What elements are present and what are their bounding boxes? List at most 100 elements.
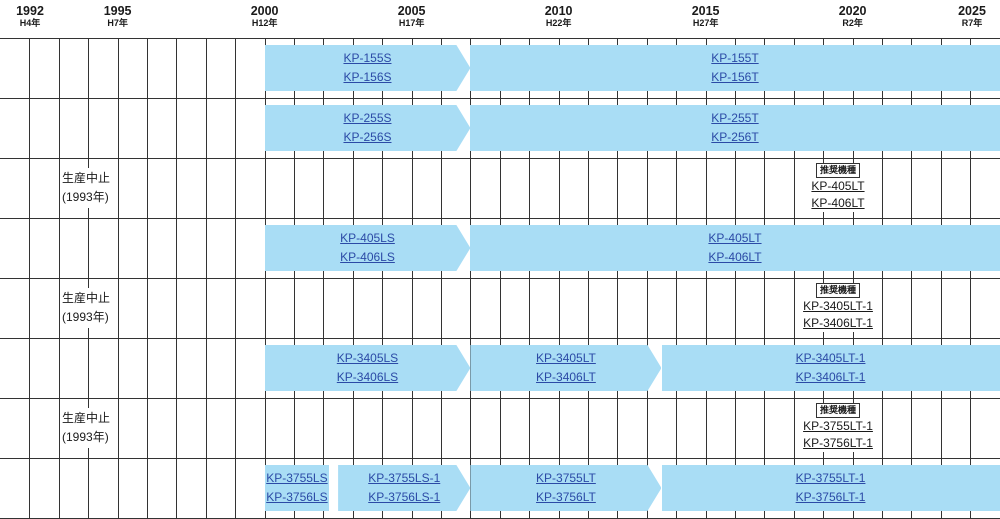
timeline-row: KP-255S KP-256S KP-255T KP-256T: [0, 98, 1000, 158]
product-period-bar: KP-3405LS KP-3406LS: [265, 345, 471, 391]
row-separator: [0, 98, 1000, 99]
product-period-bar: KP-255T KP-256T: [470, 105, 1000, 151]
discontinued-note: 生産中止 (1993年): [60, 288, 113, 328]
row-separator: [0, 398, 1000, 399]
year-label: 2025: [958, 4, 986, 18]
era-label: H4年: [19, 18, 41, 28]
model-link[interactable]: KP-3755LS-1: [368, 471, 441, 485]
model-link[interactable]: KP-3756LS: [266, 490, 328, 504]
timeline-row: KP-405LS KP-406LS KP-405LT KP-406LT: [0, 218, 1000, 278]
model-link[interactable]: KP-255T: [711, 111, 759, 125]
model-link[interactable]: KP-256S: [343, 130, 392, 144]
product-period-bar: KP-155S KP-156S: [265, 45, 471, 91]
era-label: H27年: [692, 18, 719, 28]
year-header: 1992 H4年: [0, 4, 60, 29]
discontinued-text: 生産中止: [62, 411, 111, 425]
model-link[interactable]: KP-405LS: [340, 231, 395, 245]
year-label: 1992: [16, 4, 44, 18]
model-link[interactable]: KP-3406LT: [536, 370, 596, 384]
timeline-row: 生産中止 (1993年) 推奨機種 KP-3755LT-1 KP-3756LT-1: [0, 398, 1000, 458]
era-label: R2年: [842, 18, 863, 28]
year-header: 2015 H27年: [676, 4, 736, 29]
product-period-bar: KP-405LT KP-406LT: [470, 225, 1000, 271]
product-period-bar: KP-3405LT KP-3406LT: [470, 345, 661, 391]
model-link[interactable]: KP-3406LT-1: [795, 370, 866, 384]
recommended-model-box: 推奨機種 KP-405LT KP-406LT: [797, 163, 879, 212]
discontinued-text: 生産中止: [62, 291, 111, 305]
product-period-bar: KP-3755LT KP-3756LT: [470, 465, 661, 511]
model-link[interactable]: KP-3755LS: [266, 471, 328, 485]
product-period-bar: KP-155T KP-156T: [470, 45, 1000, 91]
model-link[interactable]: KP-3756LT: [536, 490, 596, 504]
model-link[interactable]: KP-156T: [711, 70, 759, 84]
era-label: H7年: [107, 18, 128, 28]
model-link[interactable]: KP-3405LT: [536, 351, 596, 365]
model-link[interactable]: KP-3756LS-1: [368, 490, 441, 504]
year-label: 1995: [103, 4, 132, 18]
timeline-row: KP-155S KP-156S KP-155T KP-156T: [0, 38, 1000, 98]
product-period-bar: KP-3405LT-1 KP-3406LT-1: [661, 345, 1000, 391]
discontinued-note: 生産中止 (1993年): [60, 408, 113, 448]
recommended-badge: 推奨機種: [815, 403, 860, 418]
year-header: 2025 R7年: [942, 4, 1000, 29]
model-link[interactable]: KP-3406LS: [336, 370, 399, 384]
row-separator: [0, 338, 1000, 339]
era-label: H22年: [545, 18, 572, 28]
model-link[interactable]: KP-156S: [343, 70, 392, 84]
product-period-bar: KP-3755LS KP-3756LS: [264, 465, 330, 511]
model-link[interactable]: KP-256T: [711, 130, 759, 144]
timeline-row: KP-3405LS KP-3406LS KP-3405LT KP-3406LT KP-3…: [0, 338, 1000, 398]
recommended-badge: 推奨機種: [815, 163, 860, 178]
era-label: H12年: [251, 18, 278, 28]
timeline-row: 生産中止 (1993年) 推奨機種 KP-405LT KP-406LT: [0, 158, 1000, 218]
recommended-model-link[interactable]: KP-3406LT-1: [803, 316, 873, 330]
model-link[interactable]: KP-255S: [343, 111, 392, 125]
year-header: 2000 H12年: [235, 4, 295, 29]
year-label: 2005: [397, 4, 426, 18]
discontinued-text: (1993年): [62, 430, 109, 444]
model-link[interactable]: KP-3755LT: [536, 471, 596, 485]
year-header: 1995 H7年: [88, 4, 148, 29]
year-header: 2005 H17年: [382, 4, 442, 29]
row-separator: [0, 278, 1000, 279]
row-separator: [0, 38, 1000, 39]
model-link[interactable]: KP-3756LT-1: [795, 490, 866, 504]
recommended-model-link[interactable]: KP-405LT: [811, 179, 865, 193]
recommended-model-link[interactable]: KP-406LT: [811, 196, 865, 210]
model-link[interactable]: KP-406LS: [340, 250, 395, 264]
model-link[interactable]: KP-3405LT-1: [795, 351, 866, 365]
model-link[interactable]: KP-155T: [711, 51, 759, 65]
model-link[interactable]: KP-406LT: [708, 250, 762, 264]
model-link[interactable]: KP-405LT: [708, 231, 762, 245]
model-link[interactable]: KP-155S: [343, 51, 392, 65]
recommended-model-box: 推奨機種 KP-3755LT-1 KP-3756LT-1: [797, 403, 879, 452]
row-separator: [0, 158, 1000, 159]
discontinued-text: 生産中止: [62, 171, 111, 185]
row-separator: [0, 458, 1000, 459]
year-label: 2020: [838, 4, 867, 18]
recommended-model-link[interactable]: KP-3755LT-1: [803, 419, 873, 433]
year-header: 2020 R2年: [823, 4, 883, 29]
era-label: H17年: [398, 18, 425, 28]
era-label: R7年: [961, 18, 983, 28]
product-period-bar: KP-3755LS-1 KP-3756LS-1: [338, 465, 470, 511]
timeline-row: KP-3755LS KP-3756LS KP-3755LS-1 KP-3756LS-1…: [0, 458, 1000, 518]
recommended-model-link[interactable]: KP-3405LT-1: [803, 299, 873, 313]
model-link[interactable]: KP-3405LS: [336, 351, 399, 365]
recommended-model-link[interactable]: KP-3756LT-1: [803, 436, 873, 450]
recommended-model-box: 推奨機種 KP-3405LT-1 KP-3406LT-1: [797, 283, 879, 332]
product-period-bar: KP-405LS KP-406LS: [265, 225, 471, 271]
product-period-bar: KP-3755LT-1 KP-3756LT-1: [661, 465, 1000, 511]
model-link[interactable]: KP-3755LT-1: [795, 471, 866, 485]
recommended-badge: 推奨機種: [815, 283, 860, 298]
timeline-row: 生産中止 (1993年) 推奨機種 KP-3405LT-1 KP-3406LT-1: [0, 278, 1000, 338]
discontinued-text: (1993年): [62, 190, 109, 204]
product-period-bar: KP-255S KP-256S: [265, 105, 471, 151]
year-label: 2000: [250, 4, 279, 18]
discontinued-note: 生産中止 (1993年): [60, 168, 113, 208]
row-separator: [0, 218, 1000, 219]
year-header: 2010 H22年: [529, 4, 589, 29]
year-label: 2010: [544, 4, 573, 18]
discontinued-text: (1993年): [62, 310, 109, 324]
